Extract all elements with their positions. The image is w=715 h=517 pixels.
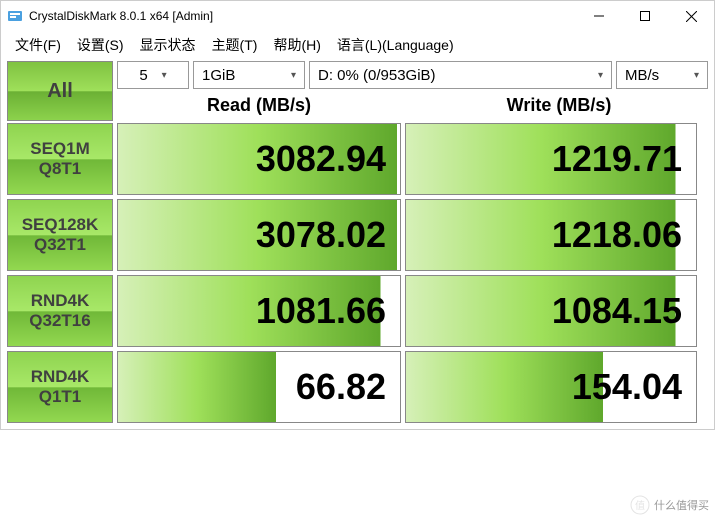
close-button[interactable] bbox=[668, 1, 714, 31]
test-label-1: SEQ1M bbox=[30, 139, 90, 159]
menu-settings[interactable]: 设置(S) bbox=[71, 33, 130, 57]
test-label-1: RND4K bbox=[31, 291, 90, 311]
test-button-seq1m-q8t1[interactable]: SEQ1MQ8T1 bbox=[7, 123, 113, 195]
read-cell: 3082.94 bbox=[117, 123, 401, 195]
content: All 5▾ 1GiB▾ D: 0% (0/953GiB)▾ MB/s▾ Rea… bbox=[1, 61, 714, 429]
read-cell: 3078.02 bbox=[117, 199, 401, 271]
menu-theme[interactable]: 主题(T) bbox=[206, 33, 264, 57]
test-button-rnd4k-q32t16[interactable]: RND4KQ32T16 bbox=[7, 275, 113, 347]
write-cell: 154.04 bbox=[405, 351, 697, 423]
all-button[interactable]: All bbox=[7, 61, 113, 121]
menu-help[interactable]: 帮助(H) bbox=[267, 33, 326, 57]
chevron-down-icon: ▾ bbox=[291, 70, 296, 81]
read-value: 3082.94 bbox=[118, 124, 400, 194]
write-cell: 1084.15 bbox=[405, 275, 697, 347]
test-count-select[interactable]: 5▾ bbox=[117, 61, 189, 89]
chevron-down-icon: ▾ bbox=[598, 70, 603, 81]
test-label-2: Q32T16 bbox=[29, 311, 90, 331]
read-cell: 1081.66 bbox=[117, 275, 401, 347]
chevron-down-icon: ▾ bbox=[694, 70, 699, 81]
result-rows: SEQ1MQ8T13082.941219.71SEQ128KQ32T13078.… bbox=[7, 123, 708, 423]
test-label-2: Q32T1 bbox=[34, 235, 86, 255]
write-value: 1218.06 bbox=[406, 200, 696, 270]
svg-text:值: 值 bbox=[635, 499, 645, 512]
read-value: 3078.02 bbox=[118, 200, 400, 270]
write-cell: 1218.06 bbox=[405, 199, 697, 271]
read-cell: 66.82 bbox=[117, 351, 401, 423]
app-icon bbox=[7, 8, 23, 24]
header-write: Write (MB/s) bbox=[413, 91, 705, 119]
menu-status[interactable]: 显示状态 bbox=[134, 33, 202, 57]
read-value: 1081.66 bbox=[118, 276, 400, 346]
write-value: 154.04 bbox=[406, 352, 696, 422]
result-row: RND4KQ1T166.82154.04 bbox=[7, 351, 708, 423]
read-value: 66.82 bbox=[118, 352, 400, 422]
window: CrystalDiskMark 8.0.1 x64 [Admin] 文件(F) … bbox=[0, 0, 715, 430]
menubar: 文件(F) 设置(S) 显示状态 主题(T) 帮助(H) 语言(L)(Langu… bbox=[1, 31, 714, 61]
window-title: CrystalDiskMark 8.0.1 x64 [Admin] bbox=[29, 9, 576, 23]
test-label-1: SEQ128K bbox=[22, 215, 99, 235]
unit-select[interactable]: MB/s ▾ bbox=[616, 61, 708, 89]
test-count-value: 5 bbox=[139, 67, 147, 84]
chevron-down-icon: ▾ bbox=[162, 70, 167, 81]
result-row: SEQ128KQ32T13078.021218.06 bbox=[7, 199, 708, 271]
result-row: RND4KQ32T161081.661084.15 bbox=[7, 275, 708, 347]
test-size-value: 1GiB bbox=[202, 67, 235, 84]
header-read: Read (MB/s) bbox=[117, 91, 401, 119]
test-size-select[interactable]: 1GiB ▾ bbox=[193, 61, 305, 89]
menu-language[interactable]: 语言(L)(Language) bbox=[331, 33, 460, 57]
watermark: 值 什么值得买 bbox=[630, 495, 709, 515]
write-value: 1219.71 bbox=[406, 124, 696, 194]
test-label-2: Q1T1 bbox=[39, 387, 82, 407]
maximize-button[interactable] bbox=[622, 1, 668, 31]
result-row: SEQ1MQ8T13082.941219.71 bbox=[7, 123, 708, 195]
titlebar: CrystalDiskMark 8.0.1 x64 [Admin] bbox=[1, 1, 714, 31]
test-label-1: RND4K bbox=[31, 367, 90, 387]
selects: 5▾ 1GiB▾ D: 0% (0/953GiB)▾ MB/s▾ Read (M… bbox=[117, 61, 708, 121]
write-value: 1084.15 bbox=[406, 276, 696, 346]
minimize-button[interactable] bbox=[576, 1, 622, 31]
test-button-seq128k-q32t1[interactable]: SEQ128KQ32T1 bbox=[7, 199, 113, 271]
test-button-rnd4k-q1t1[interactable]: RND4KQ1T1 bbox=[7, 351, 113, 423]
write-cell: 1219.71 bbox=[405, 123, 697, 195]
menu-file[interactable]: 文件(F) bbox=[9, 33, 67, 57]
test-label-2: Q8T1 bbox=[39, 159, 82, 179]
drive-select[interactable]: D: 0% (0/953GiB) ▾ bbox=[309, 61, 612, 89]
top-row: All 5▾ 1GiB▾ D: 0% (0/953GiB)▾ MB/s▾ Rea… bbox=[7, 61, 708, 121]
unit-value: MB/s bbox=[625, 67, 659, 84]
drive-value: D: 0% (0/953GiB) bbox=[318, 67, 436, 84]
